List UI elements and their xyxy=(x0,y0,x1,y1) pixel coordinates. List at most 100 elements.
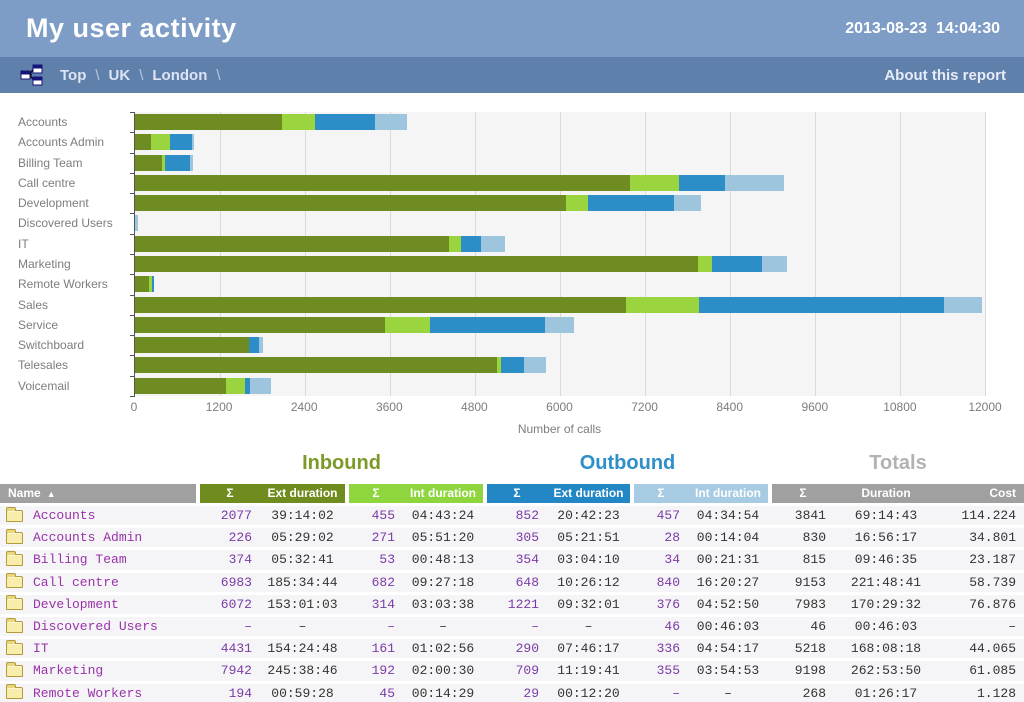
column-header-outbound-ext-count[interactable]: Σ xyxy=(487,484,547,503)
table-cell: 00:14:04 xyxy=(696,530,760,546)
table-cell: 185:34:44 xyxy=(267,574,338,590)
bar-segment-outbound-internal[interactable] xyxy=(944,296,983,313)
group-name-cell[interactable]: Accounts xyxy=(0,506,196,525)
y-axis-tick xyxy=(130,375,135,377)
table-cell: 04:54:17 xyxy=(696,641,760,657)
breadcrumb-item-london[interactable]: London xyxy=(152,66,208,84)
column-header-outbound-ext-duration[interactable]: Ext duration xyxy=(547,484,630,503)
bar-segment-outbound-internal[interactable] xyxy=(724,174,785,191)
bar-segment-outbound-external[interactable] xyxy=(587,195,675,212)
table-cell: 46 xyxy=(810,618,826,634)
y-axis-label: Service xyxy=(18,317,59,332)
group-name-cell[interactable]: Discovered Users xyxy=(0,617,196,636)
bar-segment-outbound-internal[interactable] xyxy=(674,195,702,212)
bar-segment-outbound-external[interactable] xyxy=(711,255,763,272)
group-name-cell[interactable]: Remote Workers xyxy=(0,684,196,702)
group-name-cell[interactable]: Call centre xyxy=(0,573,196,592)
bar-segment-inbound-external[interactable] xyxy=(135,134,152,151)
table-cell: 161 xyxy=(371,641,395,657)
column-header-inbound-ext-duration[interactable]: Ext duration xyxy=(260,484,345,503)
group-name: Accounts xyxy=(33,508,96,523)
bar-segment-inbound-internal[interactable] xyxy=(161,154,166,171)
column-header-inbound-int-count[interactable]: Σ xyxy=(349,484,403,503)
table-cell: 61.085 xyxy=(969,663,1016,679)
group-name-cell[interactable]: Accounts Admin xyxy=(0,528,196,547)
bar-segment-outbound-external[interactable] xyxy=(698,296,945,313)
column-header-totals-count[interactable]: Σ xyxy=(772,484,834,503)
bar-segment-inbound-external[interactable] xyxy=(135,235,450,252)
column-header-name[interactable]: Name ▲ xyxy=(0,484,196,503)
column-header-outbound-int-count[interactable]: Σ xyxy=(634,484,688,503)
table-cell: 221:48:41 xyxy=(850,574,922,590)
bar-segment-inbound-external[interactable] xyxy=(135,337,250,354)
bar-segment-outbound-external[interactable] xyxy=(249,337,260,354)
column-header-totals-duration[interactable]: Duration xyxy=(834,484,938,503)
bar-segment-inbound-external[interactable] xyxy=(135,276,149,293)
bar-segment-outbound-external[interactable] xyxy=(678,174,725,191)
table-cell: 58.739 xyxy=(969,574,1016,590)
bar-segment-outbound-external[interactable] xyxy=(170,134,192,151)
group-name-cell[interactable]: Billing Team xyxy=(0,550,196,569)
bar-segment-outbound-external[interactable] xyxy=(314,114,375,130)
bar-segment-outbound-internal[interactable] xyxy=(544,316,574,333)
x-tick-label: 0 xyxy=(130,400,138,414)
column-header-inbound-int-duration[interactable]: Int duration xyxy=(403,484,483,503)
breadcrumb-item-top[interactable]: Top xyxy=(60,66,87,84)
bar-segment-outbound-external[interactable] xyxy=(430,316,545,333)
table-cell: 20:42:23 xyxy=(557,508,620,523)
group-name-cell[interactable]: Development xyxy=(0,595,196,614)
bar-segment-outbound-internal[interactable] xyxy=(762,255,788,272)
bar-segment-outbound-internal[interactable] xyxy=(481,235,505,252)
bar-segment-inbound-external[interactable] xyxy=(135,296,627,313)
bar-segment-outbound-external[interactable] xyxy=(165,154,191,171)
grid-line xyxy=(815,112,816,396)
column-header-cost[interactable]: Cost xyxy=(938,484,1024,503)
bar-segment-inbound-internal[interactable] xyxy=(384,316,430,333)
bar-segment-inbound-external[interactable] xyxy=(135,357,497,374)
bar-segment-outbound-internal[interactable] xyxy=(374,114,408,130)
chart-bar-row xyxy=(135,254,985,274)
bar-segment-inbound-external[interactable] xyxy=(135,174,631,191)
stacked-bar xyxy=(135,316,574,333)
bar-segment-outbound-external[interactable] xyxy=(500,357,524,374)
bar-segment-outbound-internal[interactable] xyxy=(135,215,139,232)
bar-segment-inbound-internal[interactable] xyxy=(626,296,699,313)
bar-segment-inbound-internal[interactable] xyxy=(148,276,152,293)
bar-segment-inbound-internal[interactable] xyxy=(698,255,712,272)
bar-segment-inbound-internal[interactable] xyxy=(226,377,246,394)
folder-icon xyxy=(6,684,23,700)
group-name-cell[interactable]: IT xyxy=(0,639,196,658)
column-header-inbound-ext-count[interactable]: Σ xyxy=(200,484,260,503)
bar-segment-outbound-internal[interactable] xyxy=(523,357,547,374)
bar-segment-outbound-internal[interactable] xyxy=(250,377,272,394)
table-cell: 09:46:35 xyxy=(854,552,918,568)
group-name-cell[interactable]: Marketing xyxy=(0,661,196,680)
bar-segment-inbound-internal[interactable] xyxy=(151,134,171,151)
bar-segment-inbound-external[interactable] xyxy=(135,195,566,212)
bar-segment-inbound-external[interactable] xyxy=(135,114,283,130)
bar-segment-outbound-internal[interactable] xyxy=(191,134,194,151)
bar-segment-inbound-external[interactable] xyxy=(135,255,699,272)
bar-segment-outbound-internal[interactable] xyxy=(190,154,193,171)
bar-segment-inbound-internal[interactable] xyxy=(630,174,679,191)
y-axis-label: Sales xyxy=(18,297,49,312)
stacked-bar xyxy=(135,114,408,130)
bar-segment-inbound-external[interactable] xyxy=(135,377,227,394)
table-row: Billing Team 374 05:32:41 53 00:48:13 354 03:0… xyxy=(0,550,1024,570)
bar-segment-outbound-external[interactable] xyxy=(245,377,251,394)
column-header-outbound-int-duration[interactable]: Int duration xyxy=(688,484,768,503)
bar-segment-inbound-internal[interactable] xyxy=(282,114,315,130)
grid-line xyxy=(985,112,986,396)
breadcrumb-item-uk[interactable]: UK xyxy=(108,66,131,84)
y-axis-tick xyxy=(130,355,135,357)
bar-segment-inbound-internal[interactable] xyxy=(496,357,501,374)
bar-segment-inbound-internal[interactable] xyxy=(449,235,461,252)
bar-segment-inbound-external[interactable] xyxy=(135,154,162,171)
bar-segment-outbound-internal[interactable] xyxy=(259,337,264,354)
table-cell: 457 xyxy=(656,508,680,523)
bar-segment-inbound-internal[interactable] xyxy=(565,195,588,212)
about-report-link[interactable]: About this report xyxy=(884,66,1006,84)
bar-segment-inbound-external[interactable] xyxy=(135,316,385,333)
bar-segment-outbound-external[interactable] xyxy=(151,276,154,293)
bar-segment-outbound-external[interactable] xyxy=(460,235,482,252)
